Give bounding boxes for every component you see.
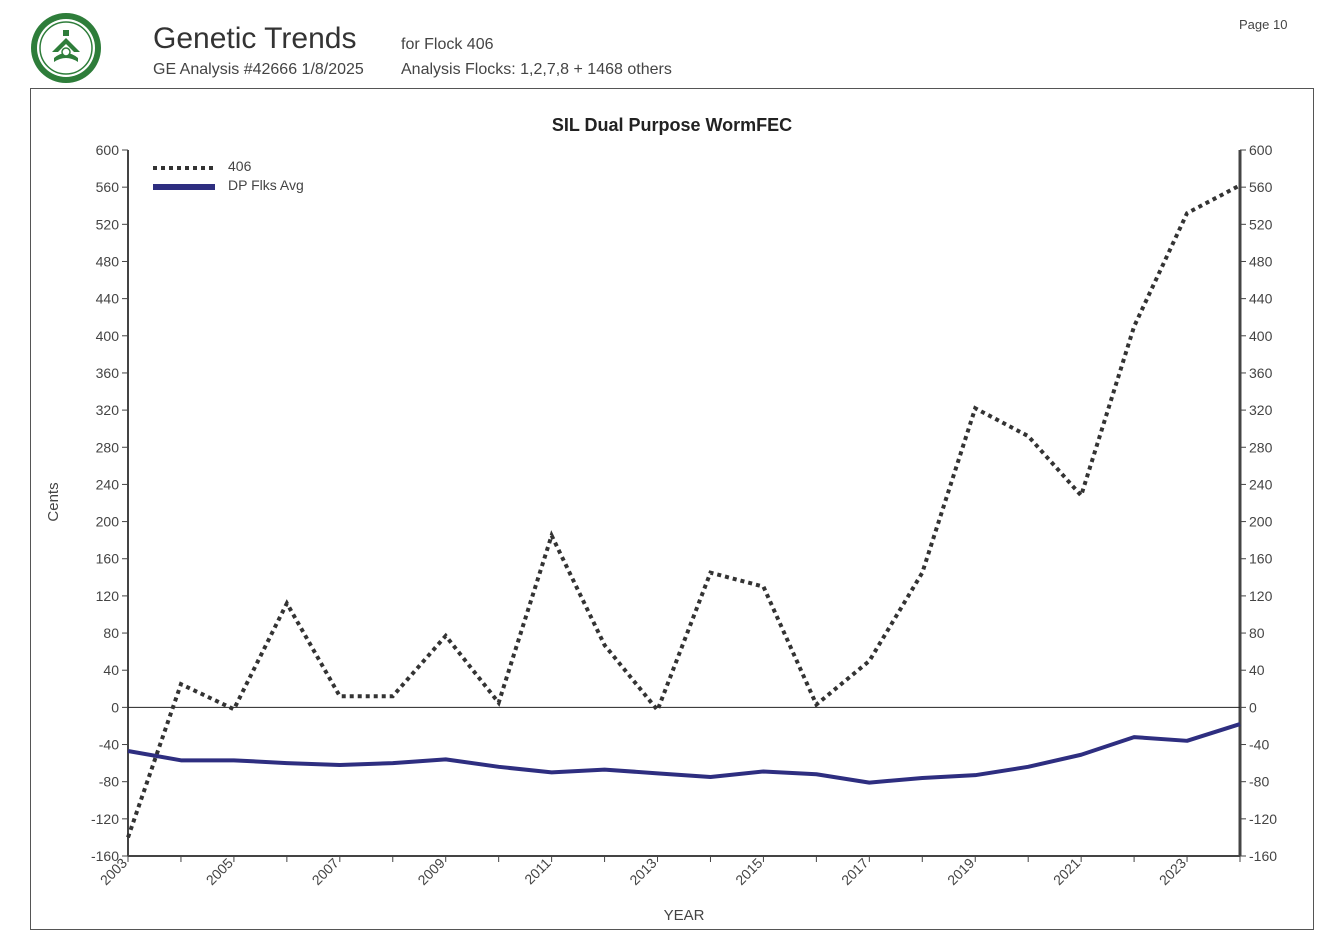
y-tick-label-left: 280 [96, 439, 120, 455]
x-tick-label: 2007 [309, 855, 342, 888]
y-tick-label-right: 0 [1249, 699, 1257, 715]
y-tick-label-left: 0 [111, 699, 119, 715]
series-layer [126, 183, 1241, 839]
y-tick-label-right: 520 [1249, 216, 1273, 232]
y-tick-label-left: 120 [96, 588, 120, 604]
y-tick-label-right: 320 [1249, 402, 1273, 418]
y-tick-label-left: 160 [96, 551, 120, 567]
y-tick-label-left: 520 [96, 216, 120, 232]
chart-title: SIL Dual Purpose WormFEC [552, 115, 792, 135]
legend-label: 406 [228, 158, 252, 174]
y-tick-label-left: 40 [103, 662, 119, 678]
y-tick-label-right: -160 [1249, 848, 1277, 864]
y-tick-label-right: 600 [1249, 142, 1273, 158]
x-tick-label: 2023 [1156, 855, 1189, 888]
y-tick-label-left: 600 [96, 142, 120, 158]
x-tick-label: 2019 [944, 855, 977, 888]
y-tick-label-right: 40 [1249, 662, 1265, 678]
y-tick-label-left: 480 [96, 253, 120, 269]
y-tick-label-right: -120 [1249, 811, 1277, 827]
legend: 406 DP Flks Avg [153, 158, 304, 193]
x-tick-label: 2015 [732, 855, 765, 888]
series-line-406 [126, 183, 1241, 839]
y-tick-label-right: 440 [1249, 291, 1273, 307]
y-tick-label-left: -80 [99, 774, 119, 790]
y-tick-label-left: 400 [96, 328, 120, 344]
y-tick-label-left: 560 [96, 179, 120, 195]
x-tick-label: 2011 [521, 855, 554, 888]
y-axis-label: Cents [45, 482, 62, 521]
y-tick-label-right: 120 [1249, 588, 1273, 604]
y-tick-label-left: 240 [96, 476, 120, 492]
y-tick-label-right: 560 [1249, 179, 1273, 195]
y-tick-label-left: 200 [96, 514, 120, 530]
y-tick-label-right: 160 [1249, 551, 1273, 567]
x-tick-label: 2017 [838, 855, 871, 888]
sil-logo-icon [31, 13, 101, 83]
x-tick-label: 2013 [626, 855, 659, 888]
legend-label: DP Flks Avg [228, 177, 304, 193]
y-tick-label-right: -80 [1249, 774, 1269, 790]
y-tick-label-right: 240 [1249, 476, 1273, 492]
y-tick-label-right: 80 [1249, 625, 1265, 641]
y-tick-label-left: -40 [99, 737, 119, 753]
x-tick-label: 2009 [414, 855, 447, 888]
y-tick-label-right: -40 [1249, 737, 1269, 753]
flock-label: for Flock 406 [401, 36, 494, 53]
x-tick-label: 2021 [1050, 855, 1083, 888]
analysis-subtitle: GE Analysis #42666 1/8/2025 [153, 61, 364, 78]
y-tick-label-left: -120 [91, 811, 119, 827]
y-tick-label-right: 280 [1249, 439, 1273, 455]
chart-frame [30, 88, 1314, 930]
page-number: Page 10 [1239, 17, 1288, 32]
y-tick-label-left: -160 [91, 848, 119, 864]
y-tick-label-right: 360 [1249, 365, 1273, 381]
y-tick-label-right: 200 [1249, 514, 1273, 530]
page-title: Genetic Trends [153, 22, 357, 55]
analysis-flocks-label: Analysis Flocks: 1,2,7,8 + 1468 others [401, 61, 672, 78]
y-tick-label-right: 400 [1249, 328, 1273, 344]
y-tick-label-left: 320 [96, 402, 120, 418]
series-line-dp-flks-avg [127, 722, 1241, 785]
x-axis-label: YEAR [664, 907, 705, 924]
x-tick-label: 2005 [203, 855, 236, 888]
y-tick-label-left: 440 [96, 291, 120, 307]
y-tick-label-left: 80 [103, 625, 119, 641]
y-tick-label-left: 360 [96, 365, 120, 381]
y-tick-label-right: 480 [1249, 253, 1273, 269]
